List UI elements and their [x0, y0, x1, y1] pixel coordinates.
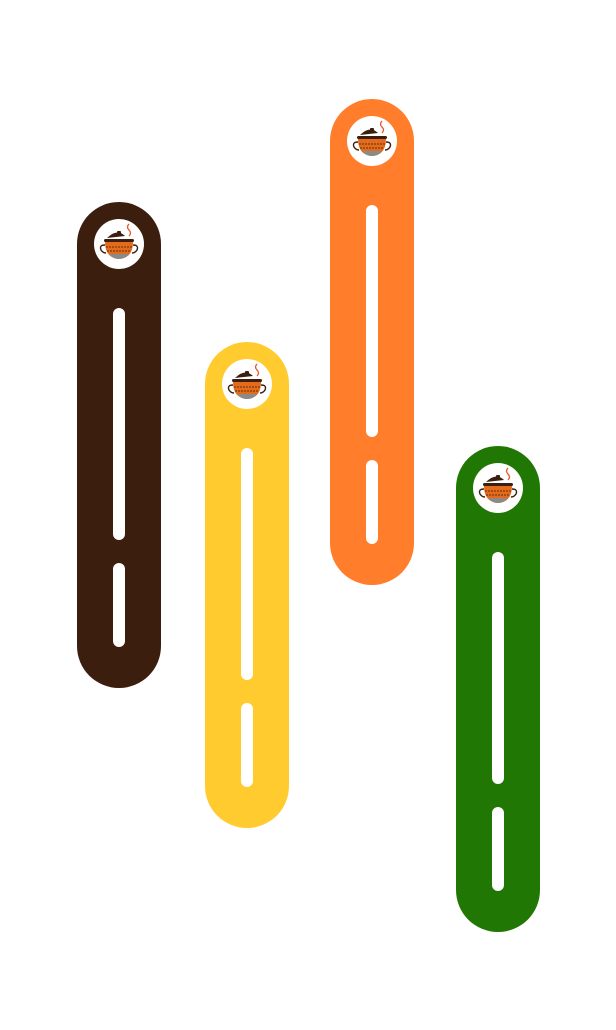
track-long	[241, 448, 253, 680]
pill[interactable]	[330, 99, 414, 585]
track-long	[492, 552, 504, 784]
track-short	[241, 703, 253, 787]
pot-icon	[473, 463, 523, 513]
track-short	[366, 460, 378, 544]
track-short	[492, 807, 504, 891]
track-long	[113, 308, 125, 540]
pill[interactable]	[205, 342, 289, 828]
pill[interactable]	[456, 446, 540, 932]
pot-icon	[347, 116, 397, 166]
pill[interactable]	[77, 202, 161, 688]
track-long	[366, 205, 378, 437]
pot-icon	[222, 359, 272, 409]
pot-icon	[94, 219, 144, 269]
pill-group	[77, 99, 540, 932]
track-short	[113, 563, 125, 647]
